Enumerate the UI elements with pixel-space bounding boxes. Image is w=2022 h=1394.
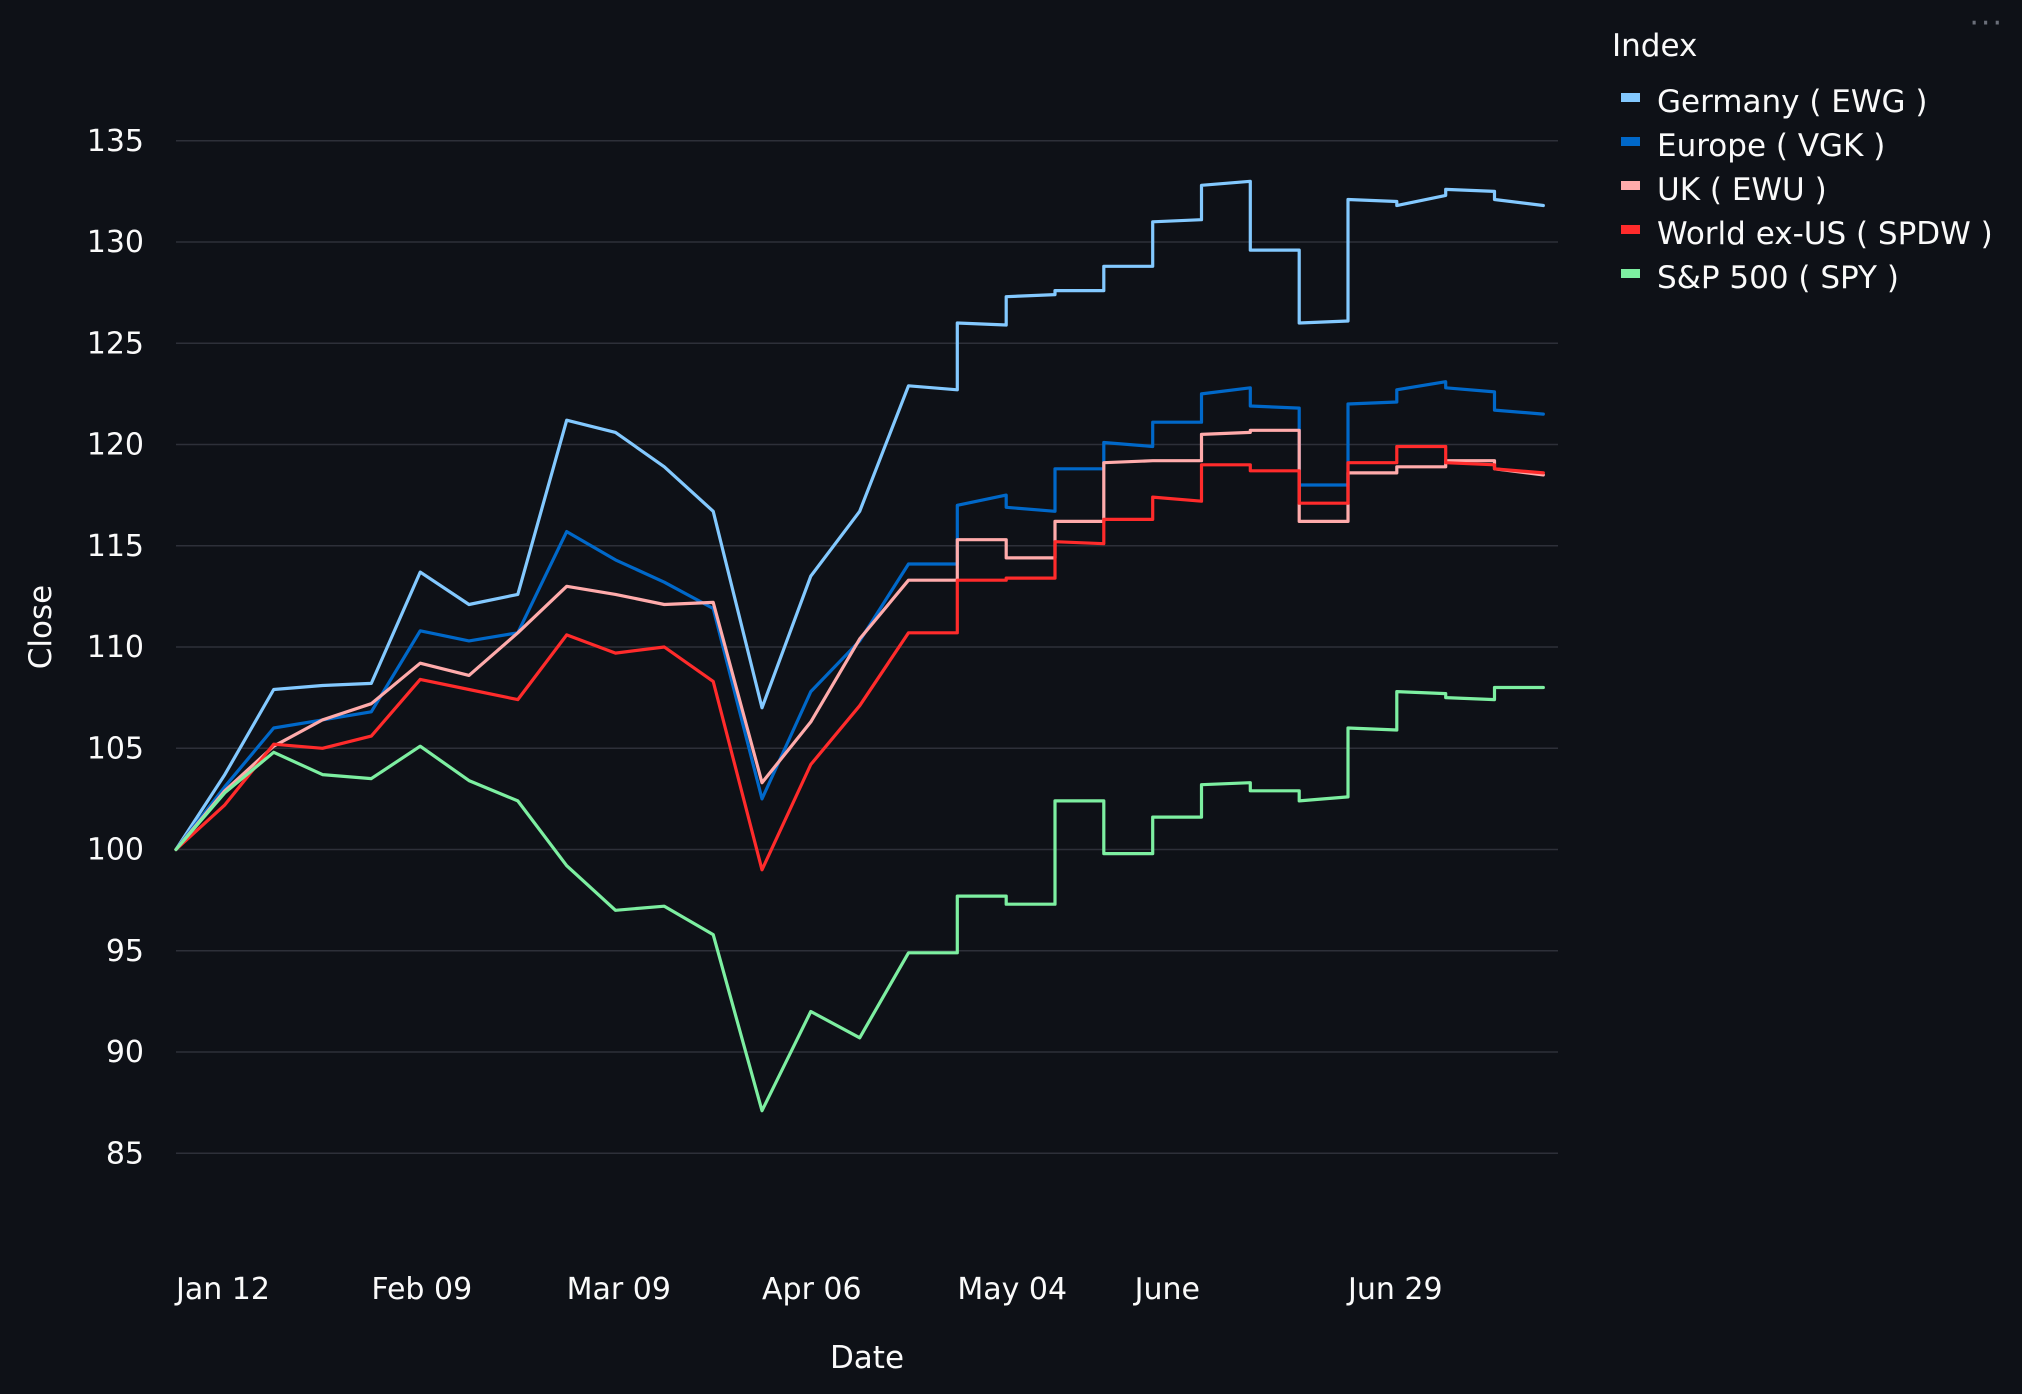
x-tick-label: Jun 29	[1346, 1272, 1443, 1307]
x-tick-label: Jan 12	[174, 1272, 270, 1307]
series-line-0	[174, 179, 1545, 852]
series-line-4	[174, 685, 1545, 1113]
legend-title: Index	[1612, 28, 1697, 64]
y-axis-ticks: 85 90 95 100 105 110 115 120 125 130 135	[87, 124, 144, 1172]
series-line-1	[174, 380, 1545, 852]
x-tick-label: Mar 09	[567, 1272, 671, 1307]
x-tick-label: Apr 06	[762, 1272, 862, 1307]
x-tick-label: June	[1133, 1272, 1200, 1307]
legend-swatch	[1621, 269, 1640, 278]
legend-swatch	[1621, 225, 1640, 234]
y-tick-label: 125	[87, 326, 144, 361]
y-tick-label: 105	[87, 731, 144, 766]
series-line-3	[174, 444, 1545, 872]
y-tick-label: 120	[87, 428, 144, 463]
y-axis-title: Close	[23, 585, 59, 669]
gridlines	[176, 139, 1558, 1155]
y-tick-label: 115	[87, 529, 144, 564]
legend-item-label[interactable]: World ex-US ( SPDW )	[1657, 216, 1993, 252]
series-line-2	[174, 428, 1545, 852]
series-lines	[174, 179, 1545, 1113]
legend-item-label[interactable]: S&P 500 ( SPY )	[1657, 260, 1899, 296]
x-tick-label: May 04	[957, 1272, 1067, 1307]
legend-swatch	[1621, 181, 1640, 190]
y-tick-label: 100	[87, 833, 144, 868]
x-axis-title: Date	[830, 1340, 904, 1376]
legend[interactable]: Index Germany ( EWG ) Europe ( VGK ) UK ( …	[1612, 28, 1993, 296]
y-tick-label: 95	[106, 934, 144, 969]
y-tick-label: 85	[106, 1136, 144, 1171]
y-tick-label: 110	[87, 630, 144, 665]
x-axis-ticks: Jan 12 Feb 09 Mar 09 Apr 06 May 04 June Jun 29	[174, 1272, 1443, 1307]
chart-menu-button[interactable]: ···	[1969, 6, 2004, 41]
y-tick-label: 135	[87, 124, 144, 159]
legend-swatch	[1621, 93, 1640, 102]
y-tick-label: 130	[87, 225, 144, 260]
x-tick-label: Feb 09	[371, 1272, 472, 1307]
legend-item-label[interactable]: Europe ( VGK )	[1657, 128, 1885, 164]
legend-item-label[interactable]: UK ( EWU )	[1657, 172, 1827, 208]
y-tick-label: 90	[106, 1035, 144, 1070]
legend-item-label[interactable]: Germany ( EWG )	[1657, 84, 1928, 120]
legend-swatch	[1621, 137, 1640, 146]
